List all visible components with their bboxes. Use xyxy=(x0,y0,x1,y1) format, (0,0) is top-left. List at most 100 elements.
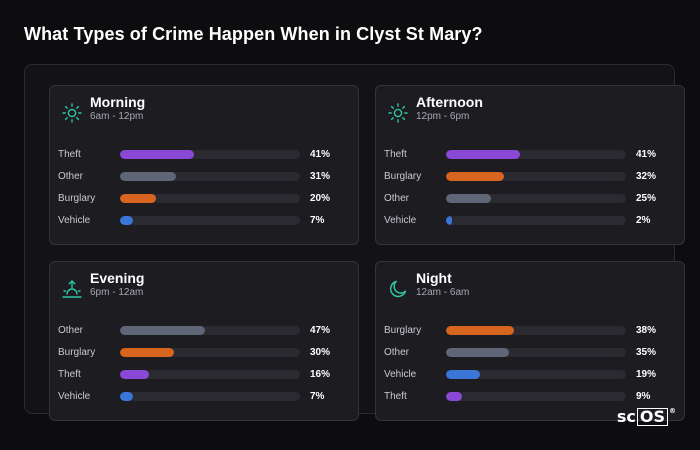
share-bar-fill xyxy=(120,348,174,357)
share-percent: 35% xyxy=(636,347,657,358)
crime-row: Vehicle 2% xyxy=(376,214,684,236)
crime-type-label: Vehicle xyxy=(384,369,417,380)
crime-type-label: Other xyxy=(384,193,410,204)
crime-type-label: Other xyxy=(58,325,84,336)
period-card-evening: Evening 6pm - 12am Other 47% Burglary 30… xyxy=(49,261,359,421)
share-bar-track xyxy=(120,370,300,379)
share-bar-track xyxy=(120,172,300,181)
share-percent: 32% xyxy=(636,171,657,182)
share-bar-fill xyxy=(446,392,463,401)
share-bar-track xyxy=(446,172,626,181)
crime-row: Burglary 38% xyxy=(376,324,684,346)
share-bar-track xyxy=(446,392,626,401)
share-bar-fill xyxy=(446,194,491,203)
share-percent: 41% xyxy=(310,149,331,160)
share-bar-track xyxy=(446,150,626,159)
share-bar-fill xyxy=(446,326,515,335)
share-bar-track xyxy=(120,326,300,335)
period-time-range: 6pm - 12am xyxy=(90,287,144,298)
crime-type-label: Other xyxy=(58,171,84,182)
crime-row: Theft 16% xyxy=(50,368,358,390)
crime-type-label: Burglary xyxy=(384,171,422,182)
page-title: What Types of Crime Happen When in Clyst… xyxy=(24,24,483,44)
crime-type-label: Burglary xyxy=(58,347,96,358)
period-time-range: 12pm - 6pm xyxy=(416,111,470,122)
share-bar-fill xyxy=(120,326,205,335)
sun-icon xyxy=(61,102,83,124)
crime-type-label: Theft xyxy=(58,149,81,160)
share-bar-fill xyxy=(446,348,509,357)
crime-type-label: Burglary xyxy=(58,193,96,204)
share-percent: 7% xyxy=(310,215,325,226)
crime-row: Burglary 32% xyxy=(376,170,684,192)
share-bar-track xyxy=(120,392,300,401)
share-percent: 31% xyxy=(310,171,331,182)
share-bar-fill xyxy=(446,216,453,225)
crime-type-label: Vehicle xyxy=(58,215,91,226)
share-bar-fill xyxy=(120,216,133,225)
share-percent: 47% xyxy=(310,325,331,336)
crime-type-list: Theft 41% Other 31% Burglary 20% Vehicle… xyxy=(50,148,358,236)
share-bar-track xyxy=(446,370,626,379)
share-percent: 19% xyxy=(636,369,657,380)
crime-type-list: Theft 41% Burglary 32% Other 25% Vehicle… xyxy=(376,148,684,236)
crime-type-list: Other 47% Burglary 30% Theft 16% Vehicle… xyxy=(50,324,358,412)
moon-icon xyxy=(387,278,409,300)
crime-row: Theft 9% xyxy=(376,390,684,412)
period-time-range: 6am - 12pm xyxy=(90,111,144,122)
crime-row: Other 25% xyxy=(376,192,684,214)
share-percent: 30% xyxy=(310,347,331,358)
share-bar-track xyxy=(120,348,300,357)
crime-row: Theft 41% xyxy=(376,148,684,170)
period-card-morning: Morning 6am - 12pm Theft 41% Other 31% B… xyxy=(49,85,359,245)
share-bar-track xyxy=(446,326,626,335)
crime-row: Vehicle 7% xyxy=(50,390,358,412)
share-percent: 2% xyxy=(636,215,651,226)
crime-type-label: Other xyxy=(384,347,410,358)
period-time-range: 12am - 6am xyxy=(416,287,470,298)
share-bar-track xyxy=(446,348,626,357)
share-percent: 41% xyxy=(636,149,657,160)
registered-mark: ® xyxy=(669,407,676,415)
crime-row: Other 35% xyxy=(376,346,684,368)
share-bar-fill xyxy=(446,370,481,379)
share-bar-fill xyxy=(120,194,156,203)
share-percent: 9% xyxy=(636,391,651,402)
crime-type-label: Theft xyxy=(58,369,81,380)
share-bar-track xyxy=(120,216,300,225)
share-bar-fill xyxy=(120,150,194,159)
share-percent: 16% xyxy=(310,369,331,380)
share-percent: 38% xyxy=(636,325,657,336)
crime-type-label: Vehicle xyxy=(58,391,91,402)
crime-type-list: Burglary 38% Other 35% Vehicle 19% Theft… xyxy=(376,324,684,412)
period-title: Morning xyxy=(90,94,146,110)
sun-icon xyxy=(387,102,409,124)
share-bar-fill xyxy=(120,172,176,181)
share-bar-track xyxy=(120,194,300,203)
crime-type-label: Burglary xyxy=(384,325,422,336)
share-bar-fill xyxy=(446,172,504,181)
period-card-afternoon: Afternoon 12pm - 6pm Theft 41% Burglary … xyxy=(375,85,685,245)
share-bar-fill xyxy=(446,150,520,159)
period-title: Afternoon xyxy=(416,94,483,110)
period-title: Night xyxy=(416,270,452,286)
sunset-icon xyxy=(61,278,83,300)
logo-prefix: sc xyxy=(616,407,636,426)
crime-row: Theft 41% xyxy=(50,148,358,170)
crime-row: Burglary 30% xyxy=(50,346,358,368)
crime-type-label: Theft xyxy=(384,149,407,160)
crime-row: Other 31% xyxy=(50,170,358,192)
scos-logo: sc OS ® xyxy=(617,407,676,426)
share-bar-track xyxy=(446,194,626,203)
crime-row: Burglary 20% xyxy=(50,192,358,214)
period-card-night: Night 12am - 6am Burglary 38% Other 35% … xyxy=(375,261,685,421)
logo-box: OS xyxy=(636,407,668,426)
share-bar-fill xyxy=(120,370,149,379)
share-bar-track xyxy=(120,150,300,159)
crime-type-label: Theft xyxy=(384,391,407,402)
crime-row: Other 47% xyxy=(50,324,358,346)
share-percent: 25% xyxy=(636,193,657,204)
share-percent: 7% xyxy=(310,391,325,402)
share-bar-track xyxy=(446,216,626,225)
crime-type-label: Vehicle xyxy=(384,215,417,226)
